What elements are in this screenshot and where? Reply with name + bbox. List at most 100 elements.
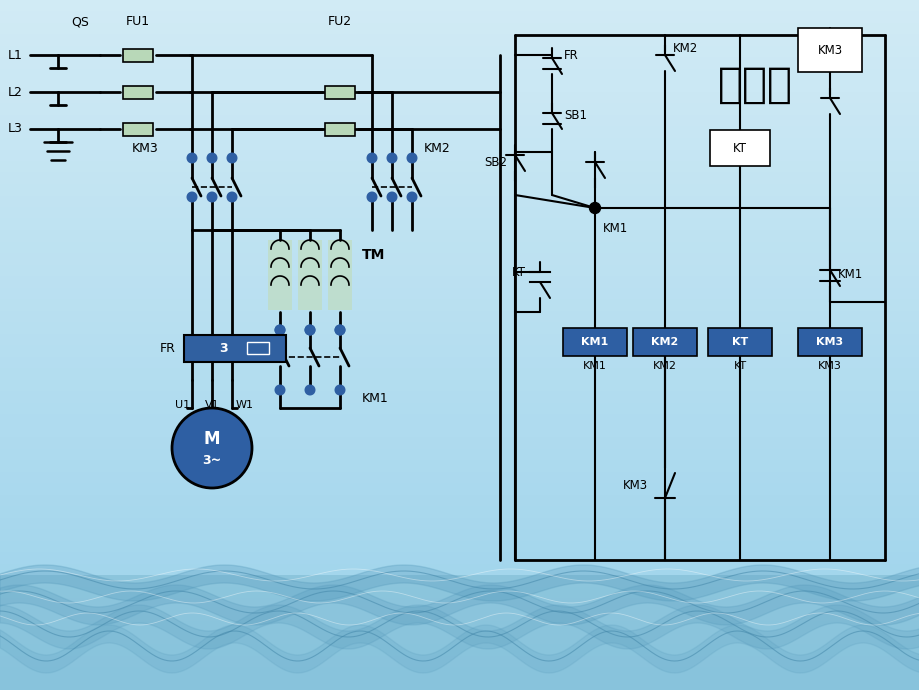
Circle shape bbox=[227, 193, 236, 201]
Bar bbox=[0, 460, 919, 471]
Text: QS: QS bbox=[71, 15, 89, 28]
Text: KM1: KM1 bbox=[583, 361, 607, 371]
Bar bbox=[0, 69, 919, 81]
Bar bbox=[0, 471, 919, 483]
Bar bbox=[562, 328, 627, 356]
Bar bbox=[0, 598, 919, 609]
Bar bbox=[267, 240, 291, 310]
Bar bbox=[0, 564, 919, 575]
Circle shape bbox=[387, 153, 396, 163]
Bar bbox=[0, 241, 919, 253]
Bar bbox=[324, 123, 355, 135]
Bar bbox=[0, 368, 919, 380]
Text: KM3: KM3 bbox=[817, 361, 841, 371]
Bar bbox=[0, 644, 919, 655]
Bar bbox=[0, 115, 919, 126]
Circle shape bbox=[335, 325, 345, 335]
Bar bbox=[0, 633, 919, 644]
Bar bbox=[0, 402, 919, 414]
Bar bbox=[0, 448, 919, 460]
Text: KT: KT bbox=[732, 361, 745, 371]
Text: TM: TM bbox=[361, 248, 385, 262]
Bar bbox=[0, 276, 919, 288]
Bar bbox=[0, 253, 919, 264]
Circle shape bbox=[207, 153, 217, 163]
Circle shape bbox=[305, 325, 314, 335]
Bar bbox=[0, 414, 919, 426]
Bar bbox=[0, 92, 919, 104]
Bar bbox=[0, 104, 919, 115]
Text: FR: FR bbox=[563, 48, 578, 61]
Bar bbox=[0, 345, 919, 357]
Bar bbox=[0, 575, 919, 690]
Text: KM1: KM1 bbox=[361, 391, 389, 404]
Circle shape bbox=[187, 153, 197, 163]
Text: SB2: SB2 bbox=[483, 155, 506, 168]
Bar bbox=[0, 34, 919, 46]
Text: KM3: KM3 bbox=[815, 337, 843, 347]
Circle shape bbox=[305, 385, 314, 395]
Text: L1: L1 bbox=[8, 48, 23, 61]
Circle shape bbox=[407, 193, 416, 201]
Circle shape bbox=[187, 193, 197, 201]
Bar bbox=[0, 678, 919, 690]
Bar bbox=[0, 437, 919, 448]
Bar bbox=[0, 126, 919, 138]
Bar bbox=[0, 540, 919, 552]
Text: KM2: KM2 bbox=[651, 337, 678, 347]
Circle shape bbox=[275, 325, 285, 335]
Bar bbox=[0, 426, 919, 437]
Bar bbox=[0, 495, 919, 506]
Circle shape bbox=[335, 385, 345, 395]
Text: V1: V1 bbox=[204, 400, 219, 410]
Bar bbox=[0, 219, 919, 230]
Text: KM2: KM2 bbox=[424, 141, 450, 155]
Text: FR: FR bbox=[160, 342, 176, 355]
Circle shape bbox=[275, 385, 285, 395]
Bar bbox=[0, 172, 919, 184]
Bar bbox=[0, 230, 919, 241]
Bar bbox=[0, 310, 919, 322]
Bar bbox=[0, 552, 919, 564]
Text: KM3: KM3 bbox=[131, 141, 158, 155]
Text: 3: 3 bbox=[219, 342, 227, 355]
Bar bbox=[0, 23, 919, 34]
Bar bbox=[0, 81, 919, 92]
Text: KM2: KM2 bbox=[652, 361, 676, 371]
Bar bbox=[0, 138, 919, 150]
Circle shape bbox=[207, 193, 217, 201]
Text: L2: L2 bbox=[8, 86, 23, 99]
Circle shape bbox=[367, 153, 377, 163]
Bar bbox=[0, 621, 919, 633]
Circle shape bbox=[387, 193, 396, 201]
Bar bbox=[709, 130, 769, 166]
Bar bbox=[632, 328, 697, 356]
Circle shape bbox=[407, 153, 416, 163]
Bar bbox=[0, 333, 919, 345]
Text: KT: KT bbox=[732, 337, 747, 347]
Bar bbox=[0, 288, 919, 299]
Bar bbox=[123, 86, 153, 99]
Text: L3: L3 bbox=[8, 123, 23, 135]
Bar bbox=[0, 150, 919, 161]
Circle shape bbox=[275, 325, 285, 335]
Bar bbox=[0, 184, 919, 195]
Text: KT: KT bbox=[732, 141, 746, 155]
Bar bbox=[797, 328, 861, 356]
Text: KM2: KM2 bbox=[673, 41, 698, 55]
Text: M: M bbox=[203, 430, 220, 448]
Bar bbox=[708, 328, 771, 356]
Bar bbox=[0, 391, 919, 402]
Bar bbox=[0, 518, 919, 529]
Circle shape bbox=[227, 153, 236, 163]
Text: KM1: KM1 bbox=[581, 337, 608, 347]
Bar bbox=[0, 667, 919, 678]
Bar bbox=[0, 46, 919, 57]
Bar bbox=[0, 506, 919, 518]
Text: FU1: FU1 bbox=[126, 15, 150, 28]
Bar bbox=[246, 342, 268, 354]
Bar bbox=[0, 264, 919, 276]
Bar bbox=[0, 57, 919, 69]
Bar bbox=[0, 609, 919, 621]
Bar bbox=[0, 195, 919, 207]
